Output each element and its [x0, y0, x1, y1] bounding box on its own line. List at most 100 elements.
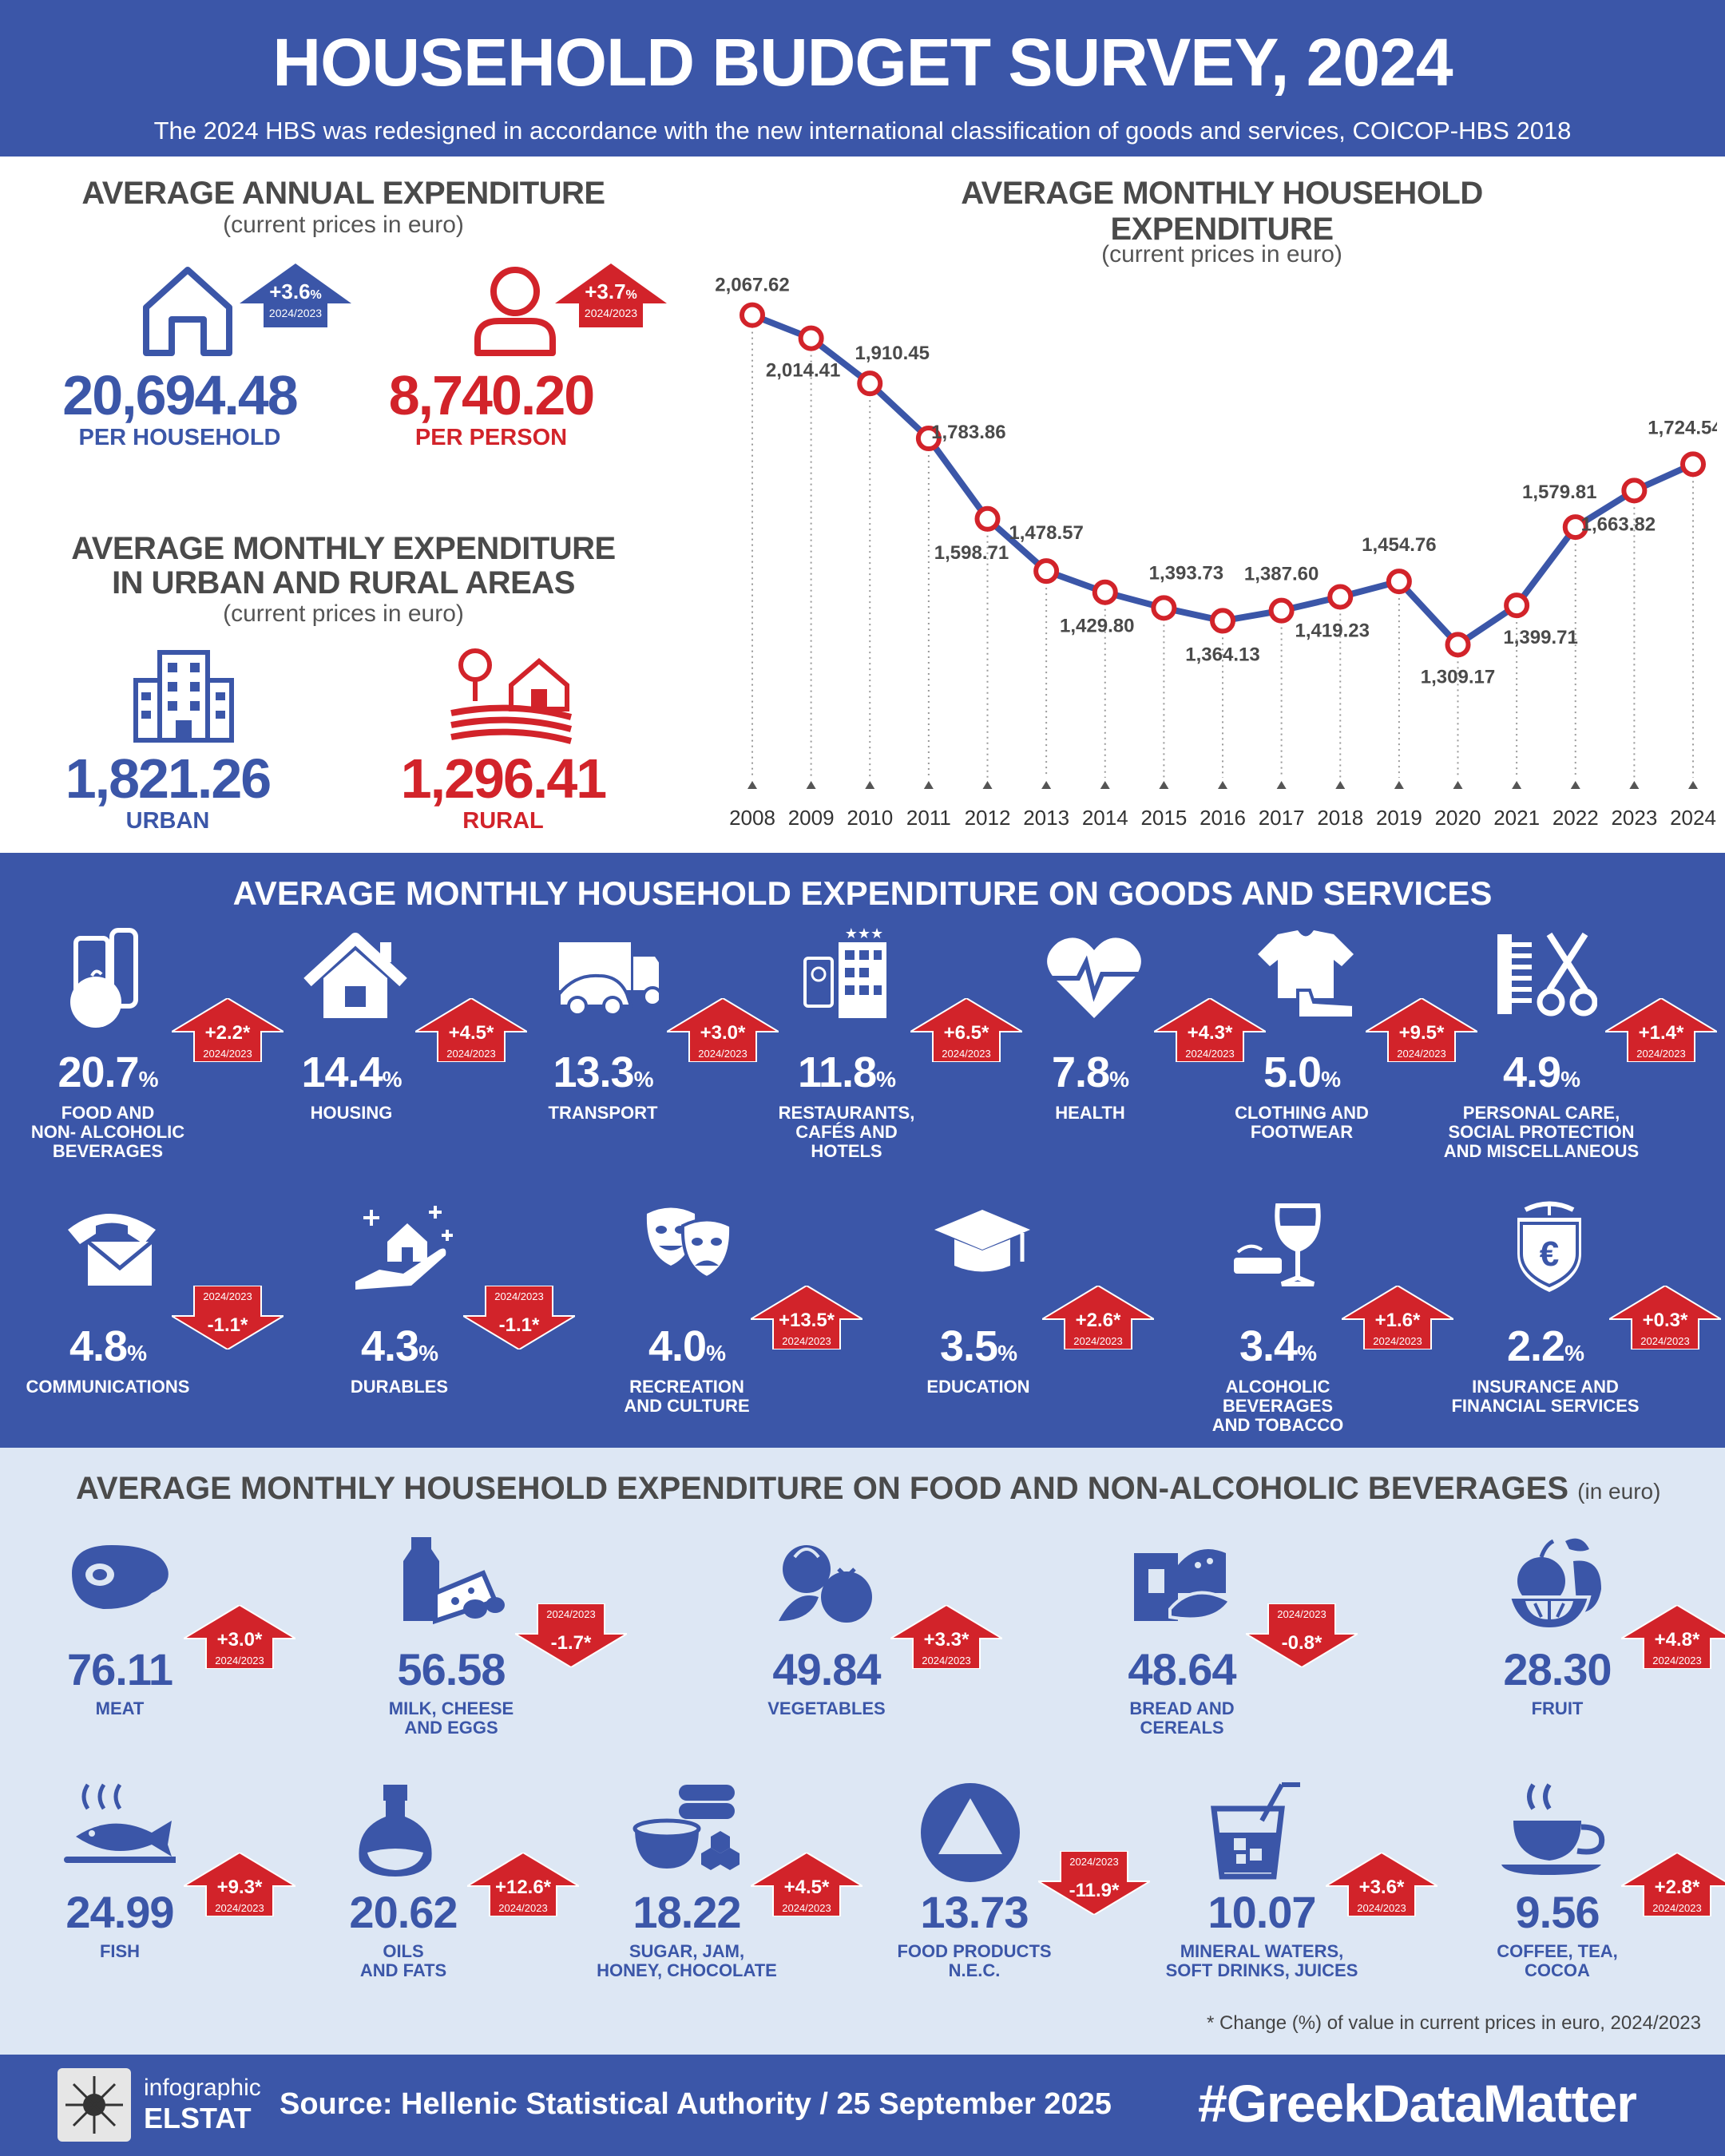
goods-label: RESTAURANTS, CAFÉS AND HOTELS	[778, 1103, 915, 1161]
food-label: MILK, CHEESE AND EGGS	[388, 1698, 514, 1738]
svg-text:€: €	[1540, 1235, 1559, 1274]
change-value: +0.3*	[1642, 1310, 1688, 1331]
change-value: +2.2*	[204, 1022, 251, 1044]
person-change-unit: %	[625, 288, 637, 302]
data-point	[974, 505, 1001, 532]
bread-icon	[1134, 1549, 1232, 1621]
data-point	[1151, 595, 1177, 621]
goods-pct: 5.0%	[1263, 1048, 1341, 1096]
data-point	[915, 426, 942, 452]
household-icon	[143, 267, 232, 356]
data-label: 1,579.81	[1522, 482, 1596, 503]
goods-pct: 3.5%	[940, 1322, 1017, 1370]
rural-label: RURAL	[462, 808, 544, 834]
change-period: 2024/2023	[546, 1608, 596, 1620]
graduation-cap-icon	[934, 1210, 1030, 1272]
change-value: -0.8*	[1281, 1632, 1322, 1654]
change-badge: +9.3* 2024/2023	[184, 1853, 295, 1916]
arrow-down-icon	[172, 1286, 284, 1349]
change-badge: +4.5* 2024/2023	[415, 998, 527, 1062]
data-label: 1,724.54	[1648, 417, 1717, 438]
food-label: FISH	[99, 1941, 141, 1961]
arrow-up-icon	[667, 998, 779, 1062]
change-value: +4.3*	[1187, 1022, 1233, 1044]
x-tick	[1335, 781, 1346, 789]
data-label: 1,429.80	[1060, 616, 1134, 637]
goods-pct: 4.8%	[69, 1322, 147, 1370]
x-tick-label: 2018	[1317, 806, 1363, 830]
urban-label: URBAN	[125, 808, 210, 834]
change-badge: +3.6* 2024/2023	[1326, 1853, 1438, 1916]
food-value: 10.07	[1208, 1887, 1316, 1937]
footnote: * Change (%) of value in current prices …	[1206, 2012, 1701, 2034]
x-tick	[1100, 781, 1110, 789]
change-period: 2024/2023	[922, 1655, 971, 1667]
sugar-icon	[632, 1785, 740, 1870]
urban-value: 1,821.26	[65, 747, 272, 810]
x-tick	[1218, 781, 1227, 789]
x-tick-label: 2017	[1259, 806, 1305, 830]
rural-farm-icon	[450, 648, 573, 744]
data-point	[1680, 451, 1706, 478]
goods-label: TRANSPORT	[548, 1103, 658, 1123]
goods-label: HOUSING	[310, 1103, 393, 1123]
arrow-up-icon	[467, 1853, 579, 1916]
drink-icon	[1211, 1782, 1300, 1880]
change-period: 2024/2023	[782, 1902, 831, 1914]
goods-label: ALCOHOLIC BEVERAGES AND TOBACCO	[1211, 1377, 1344, 1435]
change-period: 2024/2023	[203, 1290, 252, 1302]
masks-icon	[646, 1207, 733, 1280]
change-badge: +1.6* 2024/2023	[1342, 1286, 1453, 1349]
goods-pct: 4.9%	[1503, 1048, 1580, 1096]
arrow-up-icon	[1605, 998, 1717, 1062]
goods-pct: 2.2%	[1507, 1322, 1584, 1370]
food-value: 9.56	[1515, 1887, 1600, 1937]
x-tick-label: 2008	[729, 806, 775, 830]
change-badge: +9.5* 2024/2023	[1366, 998, 1477, 1062]
data-label: 2,014.41	[766, 360, 840, 382]
goods-pct: 14.4%	[301, 1048, 402, 1096]
x-tick	[1159, 781, 1169, 789]
x-tick-label: 2020	[1435, 806, 1481, 830]
goods-label: PERSONAL CARE, SOCIAL PROTECTION AND MISCE…	[1443, 1103, 1640, 1161]
arrow-up-icon	[1366, 998, 1477, 1062]
data-point	[1386, 569, 1412, 595]
data-label: 1,419.23	[1295, 620, 1370, 641]
coffee-icon	[1501, 1783, 1605, 1875]
x-tick	[1276, 781, 1287, 789]
change-period: 2024/2023	[1373, 1335, 1422, 1347]
chart-title: AVERAGE MONTHLY HOUSEHOLD EXPENDITURE	[961, 176, 1483, 247]
x-tick	[1041, 781, 1052, 789]
food-value: 56.58	[397, 1644, 506, 1694]
change-badge: -1.7* 2024/2023	[515, 1603, 627, 1667]
change-badge: +2.8* 2024/2023	[1621, 1853, 1725, 1916]
header-bar	[0, 0, 1725, 157]
food-title-text: AVERAGE MONTHLY HOUSEHOLD EXPENDITURE ON…	[76, 1471, 1569, 1506]
change-badge: +3.0* 2024/2023	[184, 1605, 295, 1669]
change-badge: +6.5* 2024/2023	[910, 998, 1022, 1062]
food-value: 24.99	[65, 1887, 174, 1937]
clothing-icon	[1258, 930, 1355, 1020]
food-label: SUGAR, JAM, HONEY, CHOCOLATE	[597, 1941, 777, 1980]
data-label: 1,478.57	[1009, 522, 1083, 544]
food-value: 20.62	[349, 1887, 458, 1937]
person-label: PER PERSON	[414, 425, 568, 450]
change-badge: -1.1* 2024/2023	[172, 1286, 284, 1349]
arrow-down-icon	[1038, 1851, 1150, 1915]
elstat-star-icon	[65, 2076, 123, 2134]
change-badge: +2.2* 2024/2023	[172, 998, 284, 1062]
arrow-up-icon	[1326, 1853, 1438, 1916]
annual-subtitle: (current prices in euro)	[223, 212, 464, 238]
change-value: +1.4*	[1638, 1022, 1684, 1044]
change-period: 2024/2023	[498, 1902, 548, 1914]
rural-value: 1,296.41	[400, 747, 607, 810]
goods-label: RECREATION AND CULTURE	[624, 1377, 750, 1416]
household-change-value: +3.6	[269, 279, 311, 303]
arrow-up-icon	[751, 1286, 862, 1349]
food-title-unit: (in euro)	[1577, 1479, 1661, 1504]
x-tick	[1570, 781, 1580, 789]
goods-pct: 11.8%	[797, 1048, 896, 1096]
arrow-up-icon	[751, 1853, 862, 1916]
page-subtitle: The 2024 HBS was redesigned in accordanc…	[153, 117, 1572, 145]
change-value: +1.6*	[1374, 1310, 1421, 1331]
